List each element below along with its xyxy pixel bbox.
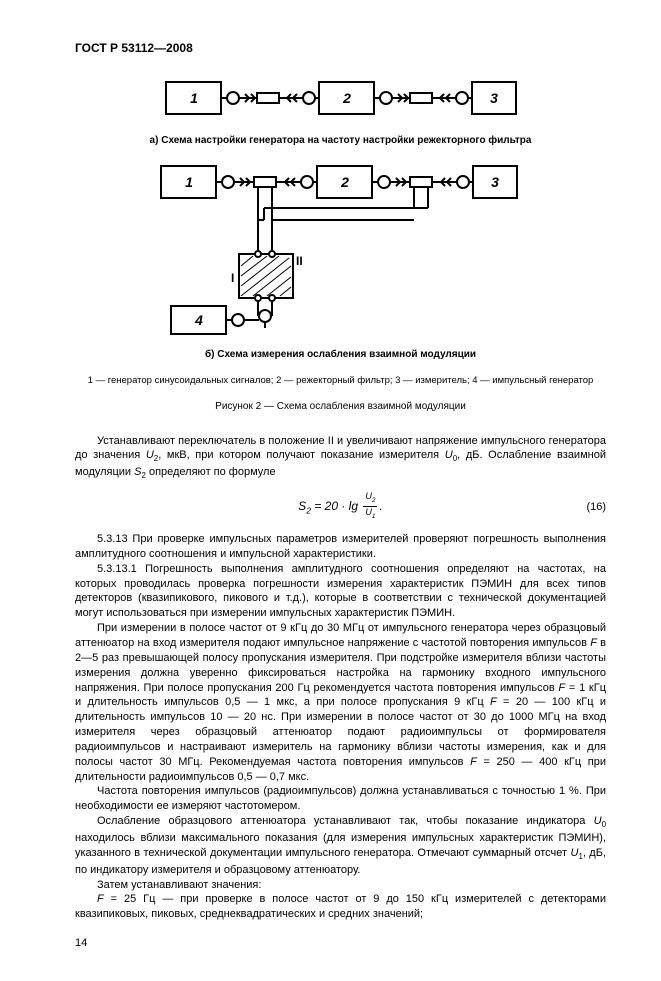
formula-16: S2 = 20 · lg U2U1. (16)	[75, 492, 606, 522]
svg-text:1: 1	[185, 174, 193, 190]
para-1: Устанавливают переключатель в положение …	[75, 434, 606, 483]
para-7: Затем устанавливают значения:	[75, 878, 606, 893]
schematic-a: 1 2 3	[75, 74, 606, 124]
svg-text:I: I	[231, 271, 234, 285]
figure-title: Рисунок 2 — Схема ослабления взаимной мо…	[75, 400, 606, 414]
svg-text:II: II	[296, 254, 303, 268]
caption-a: а) Схема настройки генератора на частоту…	[75, 134, 606, 148]
para-2: 5.3.13 При проверке импульсных параметро…	[75, 532, 606, 562]
doc-header: ГОСТ Р 53112—2008	[75, 40, 606, 56]
para-5: Частота повторения импульсов (радиоимпул…	[75, 784, 606, 814]
svg-text:2: 2	[340, 174, 349, 190]
svg-text:1: 1	[190, 90, 198, 106]
para-4: При измерении в полосе частот от 9 кГц д…	[75, 621, 606, 784]
para-3: 5.3.13.1 Погрешность выполнения амплитуд…	[75, 562, 606, 621]
equation-number: (16)	[586, 500, 606, 515]
page-number: 14	[75, 936, 606, 951]
svg-text:4: 4	[194, 312, 203, 328]
para-8: F = 25 Гц — при проверке в полосе частот…	[75, 892, 606, 922]
svg-text:2: 2	[342, 90, 351, 106]
figure-legend: 1 — генератор синусоидальных сигналов; 2…	[75, 375, 606, 388]
para-6: Ослабление образцового аттенюатора устан…	[75, 814, 606, 877]
svg-text:3: 3	[491, 174, 499, 190]
svg-text:3: 3	[490, 90, 498, 106]
caption-b: б) Схема измерения ослабления взаимной м…	[75, 348, 606, 362]
schematic-b: 1 2 3 4 I II	[75, 158, 606, 338]
